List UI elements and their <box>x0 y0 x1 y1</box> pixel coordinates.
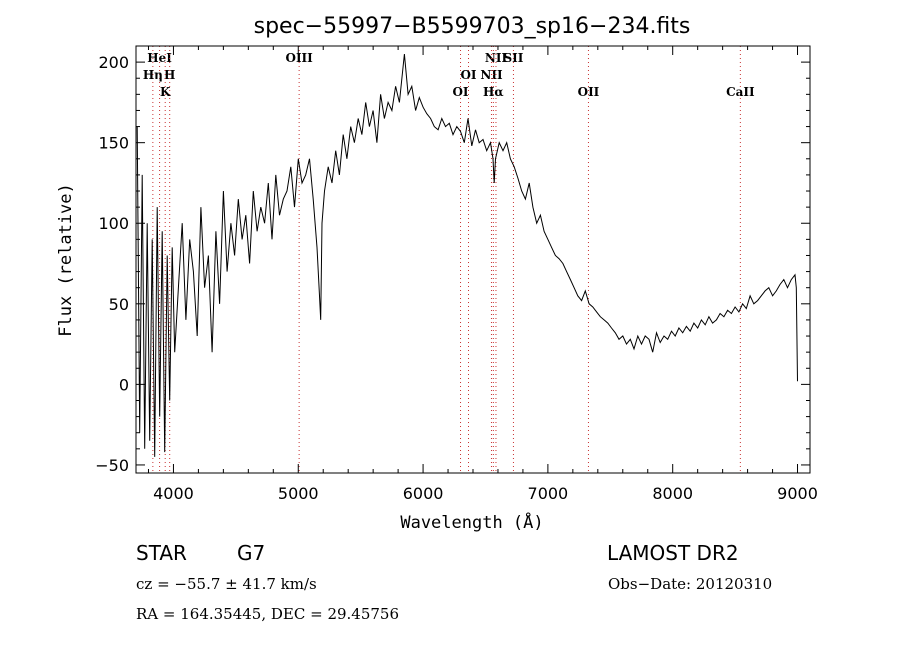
reference-line-label: SII <box>503 51 523 65</box>
y-axis-label: Flux (relative) <box>56 183 76 337</box>
x-axis-label: Wavelength (Å) <box>400 511 543 533</box>
object-subclass: G7 <box>237 541 266 565</box>
redshift-text: cz = −55.7 ± 41.7 km/s <box>136 575 317 593</box>
x-tick-label: 6000 <box>403 484 444 503</box>
y-tick-label: 50 <box>109 295 129 314</box>
obs-date-text: Obs−Date: 20120310 <box>608 575 773 593</box>
plot-frame <box>135 45 811 474</box>
chart-title: spec−55997−B5599703_sp16−234.fits <box>254 14 691 39</box>
x-tick-label: 4000 <box>153 484 194 503</box>
x-tick-label: 9000 <box>777 484 818 503</box>
y-tick-label: 0 <box>119 375 129 394</box>
y-tick-label: 150 <box>98 134 129 153</box>
coordinates-text: RA = 164.35445, DEC = 29.45756 <box>136 605 400 623</box>
x-tick-label: 7000 <box>528 484 569 503</box>
y-axis-ticks: −50 0 50 100 150 200 <box>95 53 810 475</box>
reference-line-label: H <box>164 68 175 82</box>
reference-line-label: NII <box>485 51 508 65</box>
reference-line-label: CaII <box>726 85 755 99</box>
reference-line-label: Hα <box>483 85 504 99</box>
y-tick-label: −50 <box>95 456 129 475</box>
reference-line-label: OIII <box>285 51 313 65</box>
object-class: STAR <box>136 541 187 565</box>
y-tick-label: 100 <box>98 214 129 233</box>
reference-line-label: OII <box>578 85 600 99</box>
reference-line-label: K <box>160 85 171 99</box>
reference-line-label: HeI <box>147 51 172 65</box>
x-tick-label: 8000 <box>652 484 693 503</box>
reference-line-label: OI <box>460 68 476 82</box>
x-axis-ticks: 4000 5000 6000 7000 8000 9000 <box>147 46 818 503</box>
reference-line-label: NII <box>480 68 503 82</box>
y-tick-label: 200 <box>98 53 129 72</box>
reference-line-label: Hη <box>143 68 163 82</box>
reference-line-label: OI <box>452 85 468 99</box>
x-tick-label: 5000 <box>278 484 319 503</box>
survey-name: LAMOST DR2 <box>607 541 739 565</box>
spectrum-line <box>136 54 798 457</box>
